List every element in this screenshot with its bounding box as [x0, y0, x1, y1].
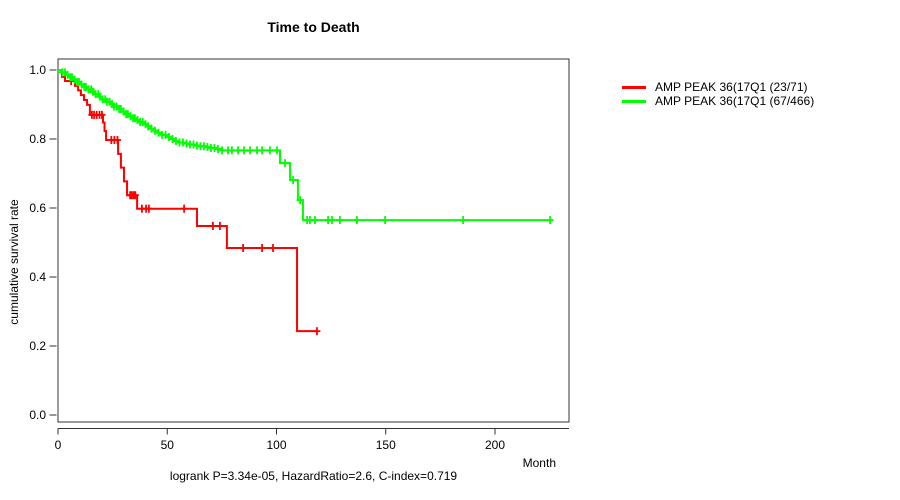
y-tick-label: 1.0	[29, 63, 46, 77]
legend: AMP PEAK 36(17Q1 (23/71) AMP PEAK 36(17Q…	[622, 80, 814, 108]
plot-frame	[57, 58, 570, 423]
legend-item-red-group: AMP PEAK 36(17Q1 (23/71)	[622, 80, 814, 94]
y-tick-label: 0.4	[29, 270, 46, 284]
x-tick-label: 0	[55, 438, 62, 452]
legend-line-red	[622, 85, 646, 89]
chart-title: Time to Death	[267, 19, 360, 35]
x-tick-label: 100	[266, 438, 286, 452]
x-tick-label: 50	[161, 438, 175, 452]
y-tick-label: 0.6	[29, 201, 46, 215]
x-tick-label: 200	[485, 438, 505, 452]
legend-label-red-group: AMP PEAK 36(17Q1 (23/71)	[655, 80, 808, 94]
legend-item-green-group: AMP PEAK 36(17Q1 (67/466)	[622, 94, 814, 108]
y-tick-label: 0.0	[29, 408, 46, 422]
x-tick-label: 150	[376, 438, 396, 452]
y-tick-label: 0.2	[29, 339, 46, 353]
y-tick-label: 0.8	[29, 132, 46, 146]
stats-footnote: logrank P=3.34e-05, HazardRatio=2.6, C-i…	[169, 469, 458, 483]
legend-label-green-group: AMP PEAK 36(17Q1 (67/466)	[655, 94, 815, 108]
legend-line-green	[622, 99, 646, 103]
y-axis-title: cumulative survival rate	[7, 199, 21, 325]
survival-curve-red	[58, 69, 317, 333]
x-axis-title: Month	[522, 456, 556, 470]
